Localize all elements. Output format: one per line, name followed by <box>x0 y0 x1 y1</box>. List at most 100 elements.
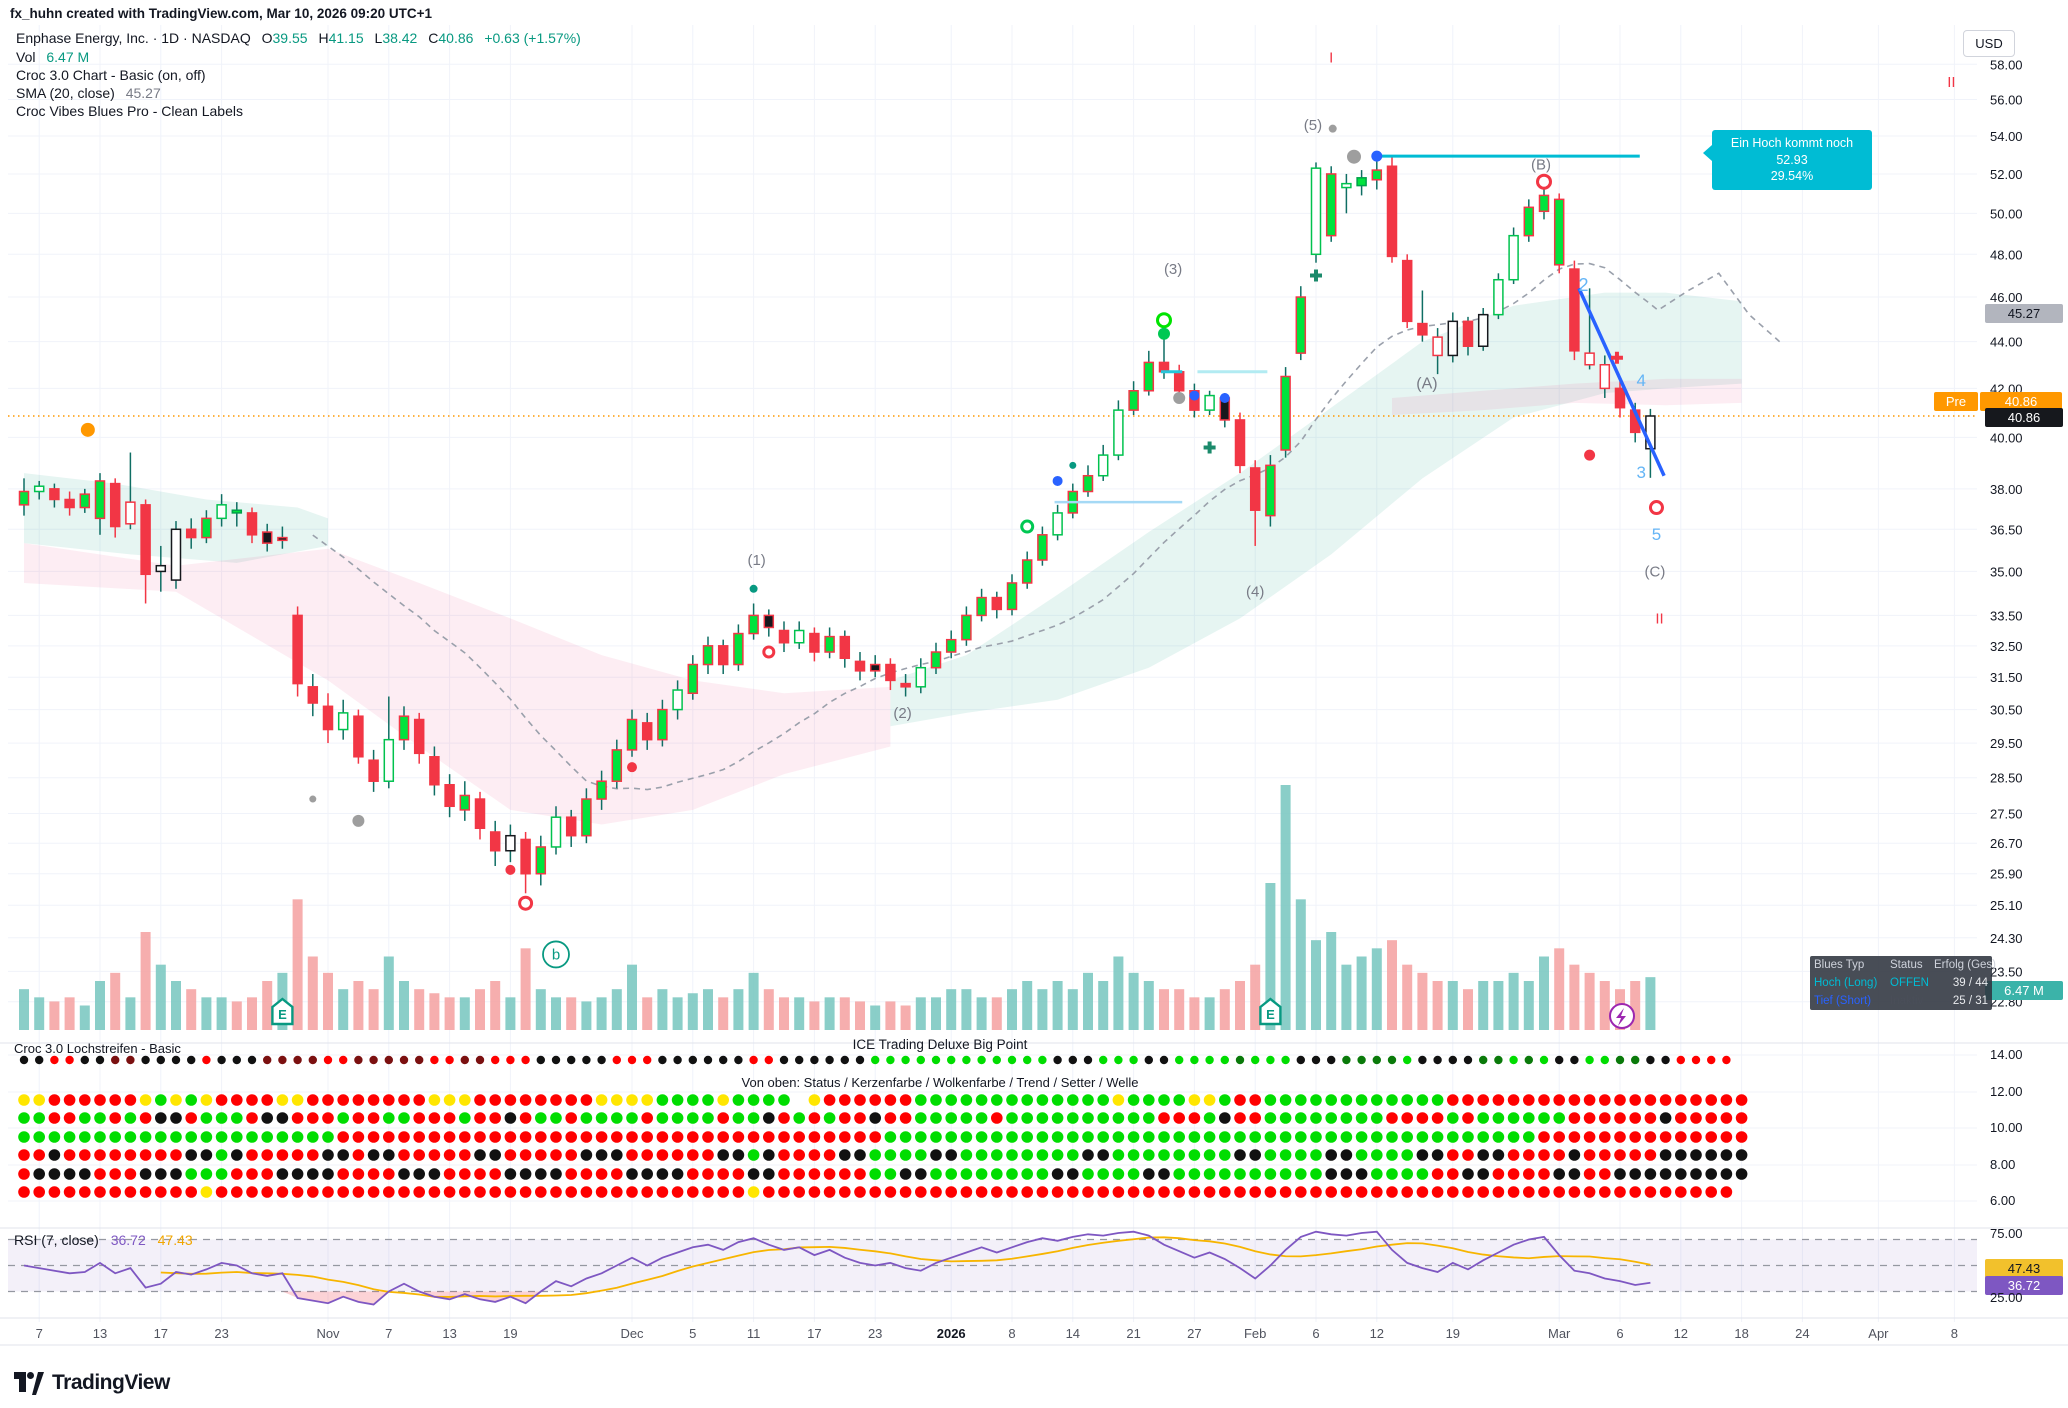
rsi-indicator-label[interactable]: RSI (7, close) 36.72 47.43 <box>14 1232 193 1248</box>
currency-button[interactable]: USD <box>1963 30 2015 57</box>
svg-text:2026: 2026 <box>937 1326 966 1341</box>
attribution-text: fx_huhn created with TradingView.com, Ma… <box>10 6 433 21</box>
callout-arrow <box>1703 145 1712 161</box>
svg-text:2: 2 <box>1579 275 1589 295</box>
tradingview-logo-text: TradingView <box>52 1371 170 1394</box>
table-header-row: Blues Typ Status Erfolg (Ges) <box>1810 956 1996 974</box>
indicator-sma[interactable]: SMA (20, close) 45.27 <box>16 85 161 101</box>
ohlc-close-label: C <box>428 30 439 46</box>
svg-text:E: E <box>1266 1007 1275 1022</box>
premarket-price-badge: Pre 40.86 <box>1934 392 2062 411</box>
rsi-value-badge: 36.72 <box>1985 1276 2063 1295</box>
change-value: +0.63 (+1.57%) <box>484 30 581 46</box>
svg-text:24: 24 <box>1795 1326 1809 1341</box>
svg-text:25.90: 25.90 <box>1990 867 2023 882</box>
svg-text:4: 4 <box>1637 371 1646 390</box>
rsi-label: RSI (7, close) <box>14 1232 99 1248</box>
tradingview-logo[interactable]: TradingView <box>14 1370 170 1396</box>
rsi-ma-value: 47.43 <box>157 1232 193 1248</box>
svg-text:30.50: 30.50 <box>1990 703 2023 718</box>
svg-text:58.00: 58.00 <box>1990 57 2023 72</box>
svg-text:54.00: 54.00 <box>1990 129 2023 144</box>
svg-text:23: 23 <box>214 1326 228 1341</box>
ohlc-open-value: 39.55 <box>272 30 308 46</box>
svg-text:29.50: 29.50 <box>1990 736 2023 751</box>
svg-text:8: 8 <box>1008 1326 1015 1341</box>
volume-legend[interactable]: Vol 6.47 M <box>16 49 89 65</box>
svg-text:44.00: 44.00 <box>1990 335 2023 350</box>
svg-text:27: 27 <box>1187 1326 1201 1341</box>
svg-text:27.50: 27.50 <box>1990 807 2023 822</box>
svg-text:(5): (5) <box>1304 117 1322 134</box>
symbol-legend[interactable]: Enphase Energy, Inc. · 1D · NASDAQ O39.5… <box>16 30 581 46</box>
col-status: Status <box>1890 959 1923 971</box>
svg-text:35.00: 35.00 <box>1990 564 2023 579</box>
svg-text:(4): (4) <box>1246 584 1264 601</box>
dots-scale-8: 8.00 <box>1990 1157 2016 1172</box>
volume-value: 6.47 M <box>46 49 90 65</box>
svg-text:17: 17 <box>154 1326 168 1341</box>
svg-text:8: 8 <box>1951 1326 1958 1341</box>
callout-price: 52.93 <box>1776 152 1808 167</box>
svg-text:21: 21 <box>1126 1326 1140 1341</box>
svg-text:II: II <box>1655 610 1663 627</box>
svg-text:13: 13 <box>93 1326 107 1341</box>
dots-scale-12: 12.00 <box>1990 1084 2023 1099</box>
svg-text:17: 17 <box>807 1326 821 1341</box>
indicator-croc-chart[interactable]: Croc 3.0 Chart - Basic (on, off) <box>16 67 206 83</box>
svg-text:7: 7 <box>385 1326 392 1341</box>
lightning-button[interactable] <box>1609 1003 1635 1029</box>
premarket-label: Pre <box>1934 392 1978 411</box>
ohlc-close-value: 40.86 <box>438 30 474 46</box>
symbol-title[interactable]: Enphase Energy, Inc. · 1D · NASDAQ <box>16 30 251 46</box>
svg-text:36.50: 36.50 <box>1990 522 2023 537</box>
indicator-croc-vibes[interactable]: Croc Vibes Blues Pro - Clean Labels <box>16 103 243 119</box>
table-row-tief-short: Tief (Short) Inaktiv 25 / 31 <box>1810 992 1992 1010</box>
ohlc-low-label: L <box>374 30 383 46</box>
svg-text:7: 7 <box>36 1326 43 1341</box>
svg-text:40.00: 40.00 <box>1990 430 2023 445</box>
svg-text:52.00: 52.00 <box>1990 167 2023 182</box>
volume-label: Vol <box>16 49 36 65</box>
svg-text:Dec: Dec <box>620 1326 644 1341</box>
svg-text:(A): (A) <box>1416 376 1437 393</box>
lochstreifen-indicator-label[interactable]: Croc 3.0 Lochstreifen - Basic <box>14 1041 181 1056</box>
rsi-scale-top: 75.00 <box>1990 1226 2023 1241</box>
svg-text:31.50: 31.50 <box>1990 670 2023 685</box>
svg-text:23: 23 <box>868 1326 882 1341</box>
ohlc-low-value: 38.42 <box>382 30 418 46</box>
blues-stats-table: Blues Typ Status Erfolg (Ges) Hoch (Long… <box>1810 956 1996 1010</box>
ice-indicator-subtitle: Von oben: Status / Kerzenfarbe / Wolkenf… <box>741 1075 1139 1090</box>
hoch-long-label: Hoch (Long) <box>1814 977 1878 989</box>
callout-percent: 29.54% <box>1770 169 1814 183</box>
rsi-value: 36.72 <box>110 1232 146 1248</box>
tief-short-erfolg: 25 / 31 <box>1952 995 1988 1007</box>
dots-scale-10: 10.00 <box>1990 1120 2023 1135</box>
svg-text:24.30: 24.30 <box>1990 931 2023 946</box>
svg-text:Mar: Mar <box>1548 1326 1571 1341</box>
svg-text:33.50: 33.50 <box>1990 608 2023 623</box>
svg-text:(B): (B) <box>1531 156 1551 173</box>
premarket-value: 40.86 <box>1980 392 2062 411</box>
price-target-callout[interactable]: Ein Hoch kommt noch 52.93 29.54% <box>1703 130 1872 190</box>
svg-text:46.00: 46.00 <box>1990 290 2023 305</box>
svg-text:(3): (3) <box>1164 261 1182 278</box>
svg-text:11: 11 <box>747 1326 761 1341</box>
dots-scale-6: 6.00 <box>1990 1193 2016 1208</box>
svg-text:Nov: Nov <box>316 1326 340 1341</box>
last-price-badge: 40.86 <box>1985 408 2063 427</box>
svg-text:b: b <box>552 946 560 963</box>
ohlc-open-label: O <box>261 30 273 46</box>
svg-text:18: 18 <box>1734 1326 1748 1341</box>
volume-value-badge: 6.47 M <box>1985 981 2063 1000</box>
svg-text:II: II <box>1947 74 1955 91</box>
rsi-scale-bottom: 25.00 <box>1990 1290 2023 1305</box>
hoch-long-status: OFFEN <box>1890 977 1929 989</box>
svg-text:23.50: 23.50 <box>1990 964 2023 979</box>
svg-text:(C): (C) <box>1645 563 1666 580</box>
svg-text:(2): (2) <box>893 705 911 722</box>
svg-text:13: 13 <box>442 1326 456 1341</box>
dots-scale-14: 14.00 <box>1990 1047 2023 1062</box>
